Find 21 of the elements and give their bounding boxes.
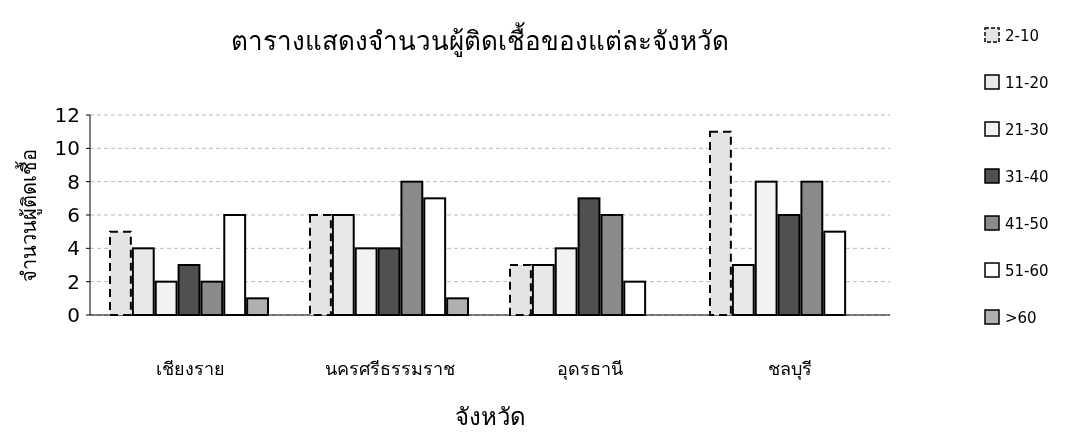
y-axis-title: จำนวนผู้ติดเชื้อ (15, 148, 42, 282)
x-axis-title: จังหวัด (454, 403, 526, 431)
legend-label: 41-50 (1005, 215, 1049, 233)
y-tick-label: 4 (67, 236, 80, 261)
y-tick-label: 2 (67, 269, 80, 294)
legend-label: 2-10 (1005, 27, 1040, 45)
legend-label: 51-60 (1005, 262, 1049, 280)
chart-title: ตารางแสดงจำนวนผู้ติดเชื้อของแต่ละจังหวัด (231, 22, 729, 57)
y-tick-label: 6 (67, 203, 80, 227)
legend-label: 31-40 (1005, 168, 1049, 186)
x-tick-label: นครศรีธรรมราช (325, 358, 455, 379)
y-tick-label: 12 (54, 103, 80, 127)
legend-label: 11-20 (1005, 74, 1049, 92)
x-tick-label: ชลบุรี (768, 358, 812, 380)
x-tick-label: อุดรธานี (557, 358, 623, 380)
y-tick-label: 8 (67, 169, 80, 194)
legend-label: >60 (1005, 309, 1037, 327)
legend-label: 21-30 (1005, 121, 1049, 139)
x-tick-label: เชียงราย (155, 358, 225, 379)
y-tick-label: 0 (67, 303, 80, 327)
y-tick-label: 10 (54, 136, 80, 161)
